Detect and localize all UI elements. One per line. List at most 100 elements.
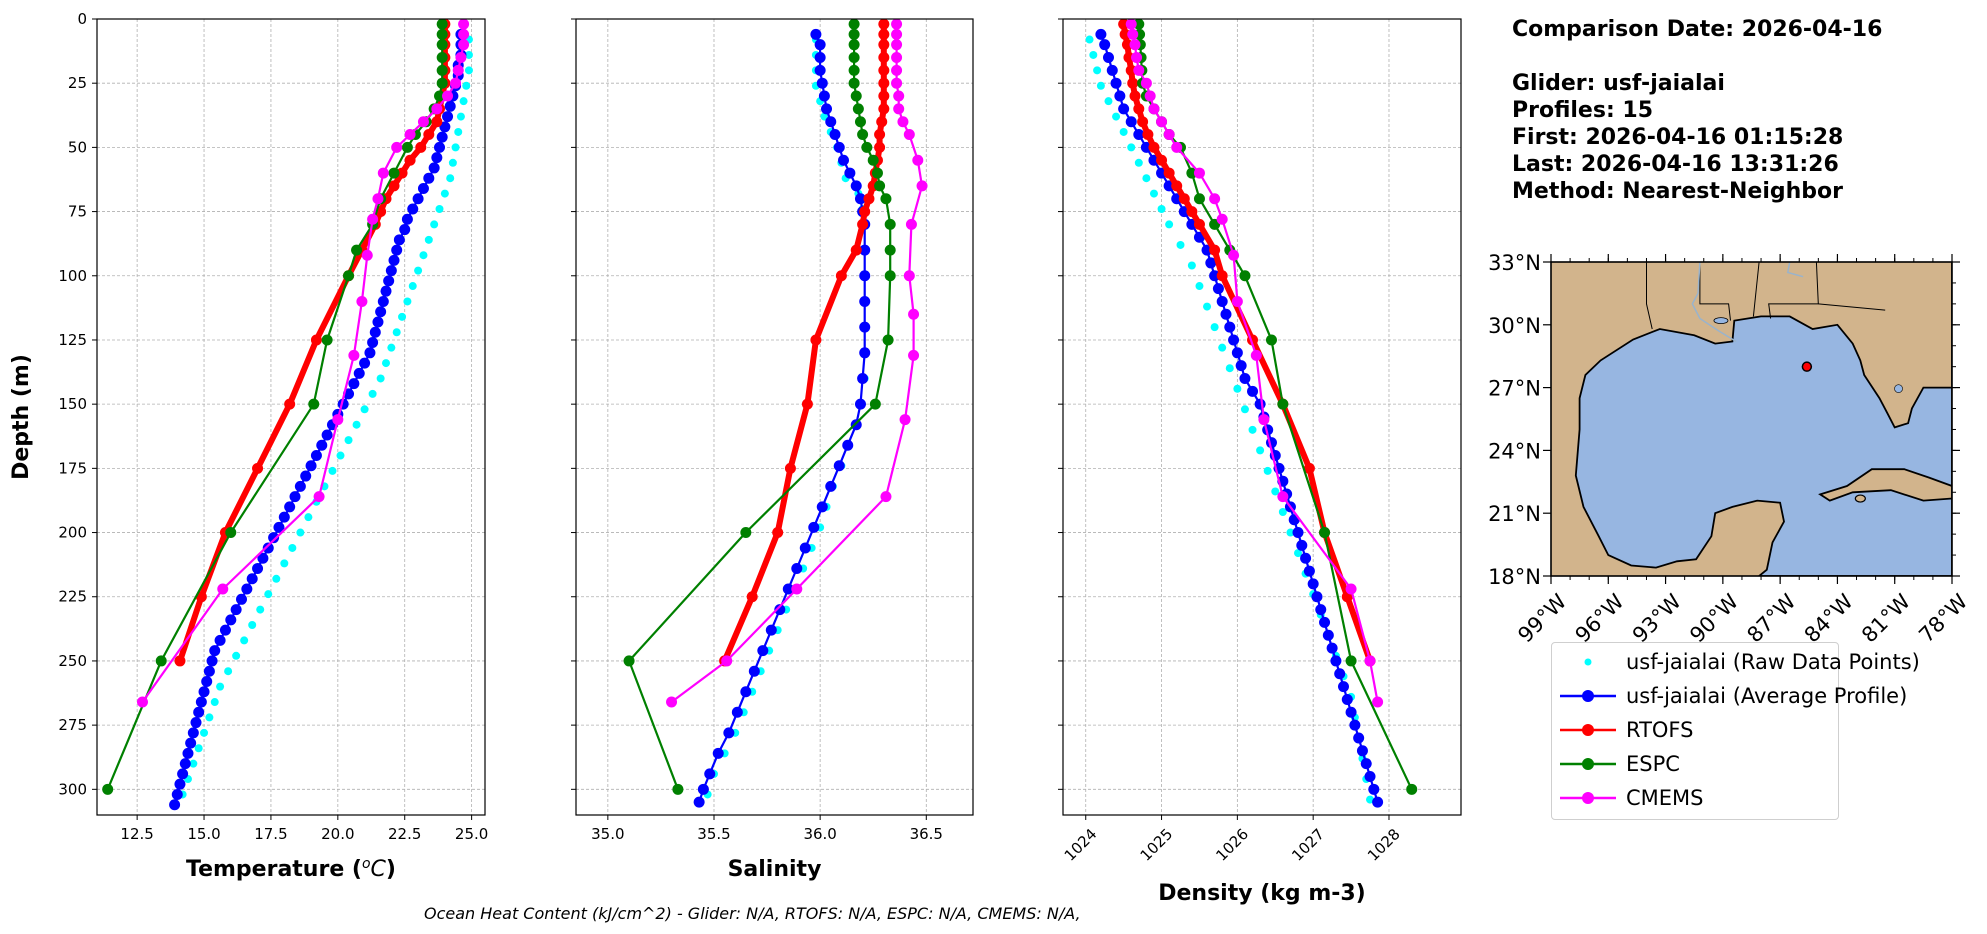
- data-point-average: [187, 727, 199, 739]
- data-point-espc: [436, 19, 448, 30]
- data-point-rtofs: [878, 77, 890, 89]
- data-point-average: [235, 593, 247, 605]
- data-point-rtofs: [810, 334, 822, 346]
- data-point-cmems: [891, 64, 903, 76]
- data-point-rtofs: [857, 218, 869, 230]
- data-point-rtofs: [1137, 116, 1149, 128]
- lon-tick-label: 84°W: [1800, 589, 1858, 647]
- data-point-espc: [871, 167, 883, 179]
- data-point-espc: [321, 334, 333, 346]
- data-point-rtofs: [1171, 180, 1183, 192]
- data-point-average: [765, 624, 777, 636]
- data-point-raw: [440, 189, 449, 198]
- data-point-average: [1231, 347, 1243, 359]
- data-point-average: [712, 747, 724, 759]
- data-point-average: [185, 737, 197, 749]
- lon-tick-label: 87°W: [1742, 589, 1800, 647]
- y-tick-label: 300: [58, 780, 87, 798]
- data-point-average: [442, 111, 454, 123]
- data-point-raw: [398, 312, 407, 321]
- data-point-average: [399, 224, 411, 236]
- data-point-cmems: [1364, 655, 1376, 667]
- data-point-average: [294, 480, 306, 492]
- x-tick-label: 1028: [1364, 825, 1404, 865]
- data-point-raw: [446, 174, 455, 183]
- lon-tick-label: 78°W: [1914, 589, 1972, 647]
- data-point-espc: [848, 19, 860, 30]
- last-time: Last: 2026-04-16 13:31:26: [1512, 152, 1839, 177]
- data-point-raw: [1233, 384, 1242, 393]
- data-point-espc: [434, 90, 446, 102]
- series-line-espc: [106, 24, 444, 790]
- data-point-espc: [672, 783, 684, 795]
- data-point-average: [1322, 629, 1334, 641]
- series-cmems: [1125, 19, 1384, 708]
- x-tick-label: 1026: [1212, 825, 1252, 865]
- data-point-average: [1254, 398, 1266, 410]
- series-espc: [1133, 19, 1418, 795]
- data-point-cmems: [791, 583, 803, 595]
- data-point-raw: [1176, 240, 1185, 249]
- legend-swatch-raw: [1584, 658, 1592, 666]
- data-point-espc: [848, 64, 860, 76]
- data-point-average: [1216, 295, 1228, 307]
- data-point-raw: [1104, 97, 1113, 106]
- data-point-espc: [436, 77, 448, 89]
- data-point-average: [431, 152, 443, 164]
- data-point-average: [731, 706, 743, 718]
- data-point-espc: [884, 244, 896, 256]
- river: [1786, 262, 1804, 278]
- data-point-average: [859, 321, 871, 333]
- data-point-espc: [1406, 783, 1418, 795]
- data-point-average: [1220, 308, 1232, 320]
- data-point-raw: [1225, 364, 1234, 373]
- data-point-raw: [1263, 466, 1272, 475]
- data-point-average: [1307, 578, 1319, 590]
- data-point-raw: [1142, 174, 1151, 183]
- legend-swatch-cmems: [1560, 792, 1616, 804]
- series-espc: [102, 19, 448, 795]
- legend-swatch-rtofs: [1560, 724, 1616, 736]
- data-point-raw: [189, 759, 198, 768]
- data-point-average: [814, 52, 826, 64]
- data-point-rtofs: [859, 206, 871, 218]
- data-point-average: [1140, 141, 1152, 153]
- x-tick-label: 36.0: [803, 825, 836, 843]
- data-point-average: [723, 727, 735, 739]
- data-point-cmems: [1133, 64, 1145, 76]
- data-point-espc: [1265, 334, 1277, 346]
- data-point-average: [1110, 77, 1122, 89]
- data-point-espc: [1319, 527, 1331, 539]
- data-point-average: [1125, 116, 1137, 128]
- data-point-average: [198, 686, 210, 698]
- lake-pontchartrain: [1713, 317, 1729, 325]
- data-point-raw: [1278, 508, 1287, 517]
- series-raw: [178, 35, 473, 799]
- data-point-rtofs: [1156, 154, 1168, 166]
- series-average: [1095, 28, 1384, 808]
- x-tick-label: 22.5: [388, 825, 421, 843]
- data-point-cmems: [880, 491, 892, 503]
- data-point-average: [1106, 64, 1118, 76]
- data-point-average: [782, 583, 794, 595]
- data-point-cmems: [1125, 19, 1137, 30]
- data-point-average: [391, 244, 403, 256]
- lat-tick-label: 18°N: [1488, 565, 1541, 589]
- data-point-average: [1315, 604, 1327, 616]
- data-point-cmems: [1258, 414, 1270, 426]
- data-point-espc: [388, 167, 400, 179]
- data-point-average: [289, 491, 301, 503]
- data-point-average: [1300, 552, 1312, 564]
- data-point-cmems: [1131, 52, 1143, 64]
- data-point-average: [859, 244, 871, 256]
- data-point-rtofs: [1178, 193, 1190, 205]
- data-point-cmems: [912, 154, 924, 166]
- y-tick-label: 0: [77, 10, 87, 28]
- data-point-average: [1311, 591, 1323, 603]
- data-point-average: [837, 154, 849, 166]
- data-point-raw: [296, 528, 305, 537]
- data-point-average: [854, 193, 866, 205]
- data-point-average: [1345, 706, 1357, 718]
- data-point-average: [1292, 527, 1304, 539]
- legend-label-espc: ESPC: [1626, 752, 1680, 776]
